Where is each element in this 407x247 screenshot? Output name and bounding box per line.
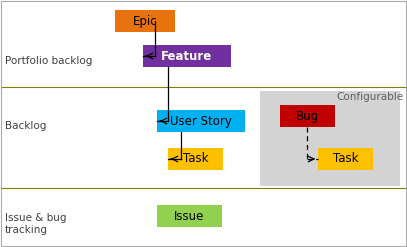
Text: Portfolio backlog: Portfolio backlog [5,56,92,66]
Text: Task: Task [333,152,358,165]
Bar [318,148,373,170]
Text: Task: Task [183,152,208,165]
Bar [143,45,231,67]
Text: Feature: Feature [161,49,212,62]
Text: Issue: Issue [174,209,205,223]
Bar [157,110,245,132]
Text: Bug: Bug [296,109,319,123]
Bar [260,91,400,186]
Bar [157,205,222,227]
Bar [280,105,335,127]
Text: Configurable: Configurable [336,92,403,102]
Text: Backlog: Backlog [5,121,46,131]
Text: Epic: Epic [133,15,158,27]
Bar [115,10,175,32]
Text: User Story: User Story [170,115,232,127]
Bar [168,148,223,170]
Text: Issue & bug
tracking: Issue & bug tracking [5,213,66,235]
